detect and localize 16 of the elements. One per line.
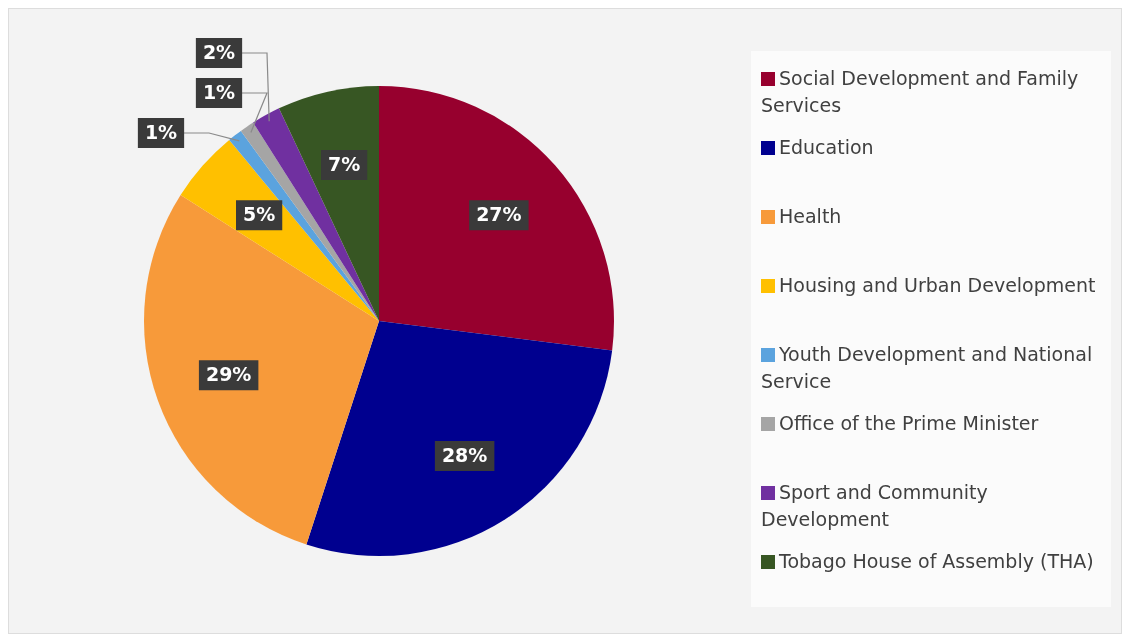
data-label: 5% xyxy=(243,203,276,226)
data-label: 28% xyxy=(441,443,488,466)
data-label: 1% xyxy=(202,80,236,103)
data-label: 2% xyxy=(202,40,236,63)
legend-label: Youth Development and National Service xyxy=(761,342,1094,394)
data-label: 29% xyxy=(205,363,252,386)
legend-label: Health xyxy=(778,204,843,229)
legend-label: Housing and Urban Development xyxy=(778,273,1097,298)
legend-label: Education xyxy=(778,135,875,160)
legend-label: Office of the Prime Minister xyxy=(778,411,1040,436)
legend-label: Sport and Community Development xyxy=(761,480,989,532)
data-label: 7% xyxy=(328,152,361,175)
data-label: 1% xyxy=(144,120,178,143)
data-label: 27% xyxy=(476,203,522,226)
legend-label: Social Development and Family Services xyxy=(761,66,1080,118)
legend-label: Tobago House of Assembly (THA) xyxy=(778,549,1095,574)
